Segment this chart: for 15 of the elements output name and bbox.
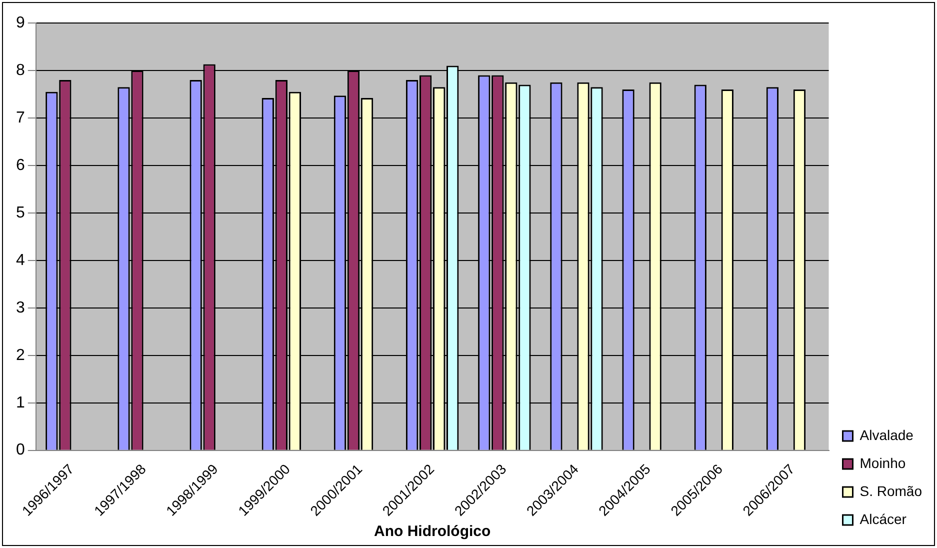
y-tick-label: 3	[16, 299, 25, 316]
y-tick-label: 9	[16, 14, 25, 32]
y-tick-label: 2	[16, 346, 25, 364]
y-tick-label: 1	[16, 394, 25, 412]
legend-label: S. Romão	[860, 482, 922, 499]
legend-label: Alvalade	[860, 426, 914, 443]
y-tick-label: 6	[16, 156, 25, 174]
y-tick-label: 5	[16, 204, 25, 222]
y-tick-label: 0	[16, 442, 25, 459]
y-tick-label: 4	[16, 252, 25, 269]
y-tick-label: 8	[16, 62, 25, 79]
y-tick-label: 7	[16, 109, 25, 126]
legend-label: Moinho	[860, 454, 906, 471]
legend-label: Alcácer	[860, 510, 907, 527]
x-axis-title: Ano Hidrológico	[374, 523, 491, 540]
